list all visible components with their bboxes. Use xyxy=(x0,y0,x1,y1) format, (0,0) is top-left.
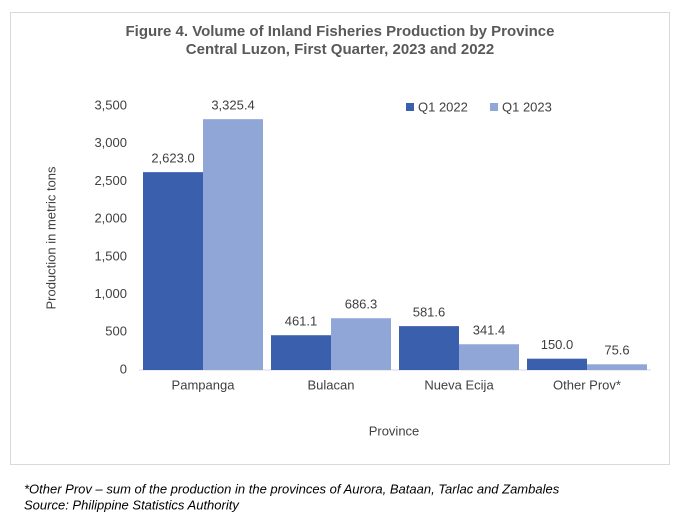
y-tick-label: 2,000 xyxy=(94,211,127,226)
x-tick-label: Bulacan xyxy=(308,377,355,392)
legend-swatch xyxy=(406,103,414,111)
x-axis-label: Province xyxy=(369,423,420,438)
value-label: 150.0 xyxy=(541,337,574,352)
x-tick-label: Nueva Ecija xyxy=(424,377,494,392)
legend-swatch xyxy=(490,103,498,111)
value-label: 75.6 xyxy=(604,343,629,358)
footnote: *Other Prov – sum of the production in t… xyxy=(24,481,560,496)
y-tick-label: 1,500 xyxy=(94,248,127,263)
bar xyxy=(459,344,519,370)
value-label: 461.1 xyxy=(285,314,318,329)
chart-title: Figure 4. Volume of Inland Fisheries Pro… xyxy=(126,23,555,40)
bar xyxy=(399,326,459,370)
y-tick-label: 3,500 xyxy=(94,97,127,112)
x-tick-label: Pampanga xyxy=(172,377,236,392)
chart-subtitle: Central Luzon, First Quarter, 2023 and 2… xyxy=(186,41,494,58)
bar xyxy=(587,364,647,370)
value-label: 2,623.0 xyxy=(151,151,194,166)
value-label: 341.4 xyxy=(473,323,506,338)
bar xyxy=(203,119,263,370)
legend-label: Q1 2023 xyxy=(502,99,552,114)
chart-border xyxy=(10,12,670,465)
value-label: 686.3 xyxy=(345,297,378,312)
source-note: Source: Philippine Statistics Authority xyxy=(24,497,240,512)
y-tick-label: 500 xyxy=(105,324,127,339)
y-axis-label: Production in metric tons xyxy=(43,166,58,310)
legend-label: Q1 2022 xyxy=(418,99,468,114)
x-tick-label: Other Prov* xyxy=(553,377,621,392)
bar xyxy=(143,172,203,370)
value-label: 581.6 xyxy=(413,305,446,320)
y-tick-label: 0 xyxy=(120,361,127,376)
y-tick-label: 1,000 xyxy=(94,286,127,301)
y-tick-label: 3,000 xyxy=(94,135,127,150)
value-label: 3,325.4 xyxy=(211,98,254,113)
y-tick-label: 2,500 xyxy=(94,173,127,188)
bar xyxy=(271,335,331,370)
bar xyxy=(331,318,391,370)
bar xyxy=(527,358,587,370)
